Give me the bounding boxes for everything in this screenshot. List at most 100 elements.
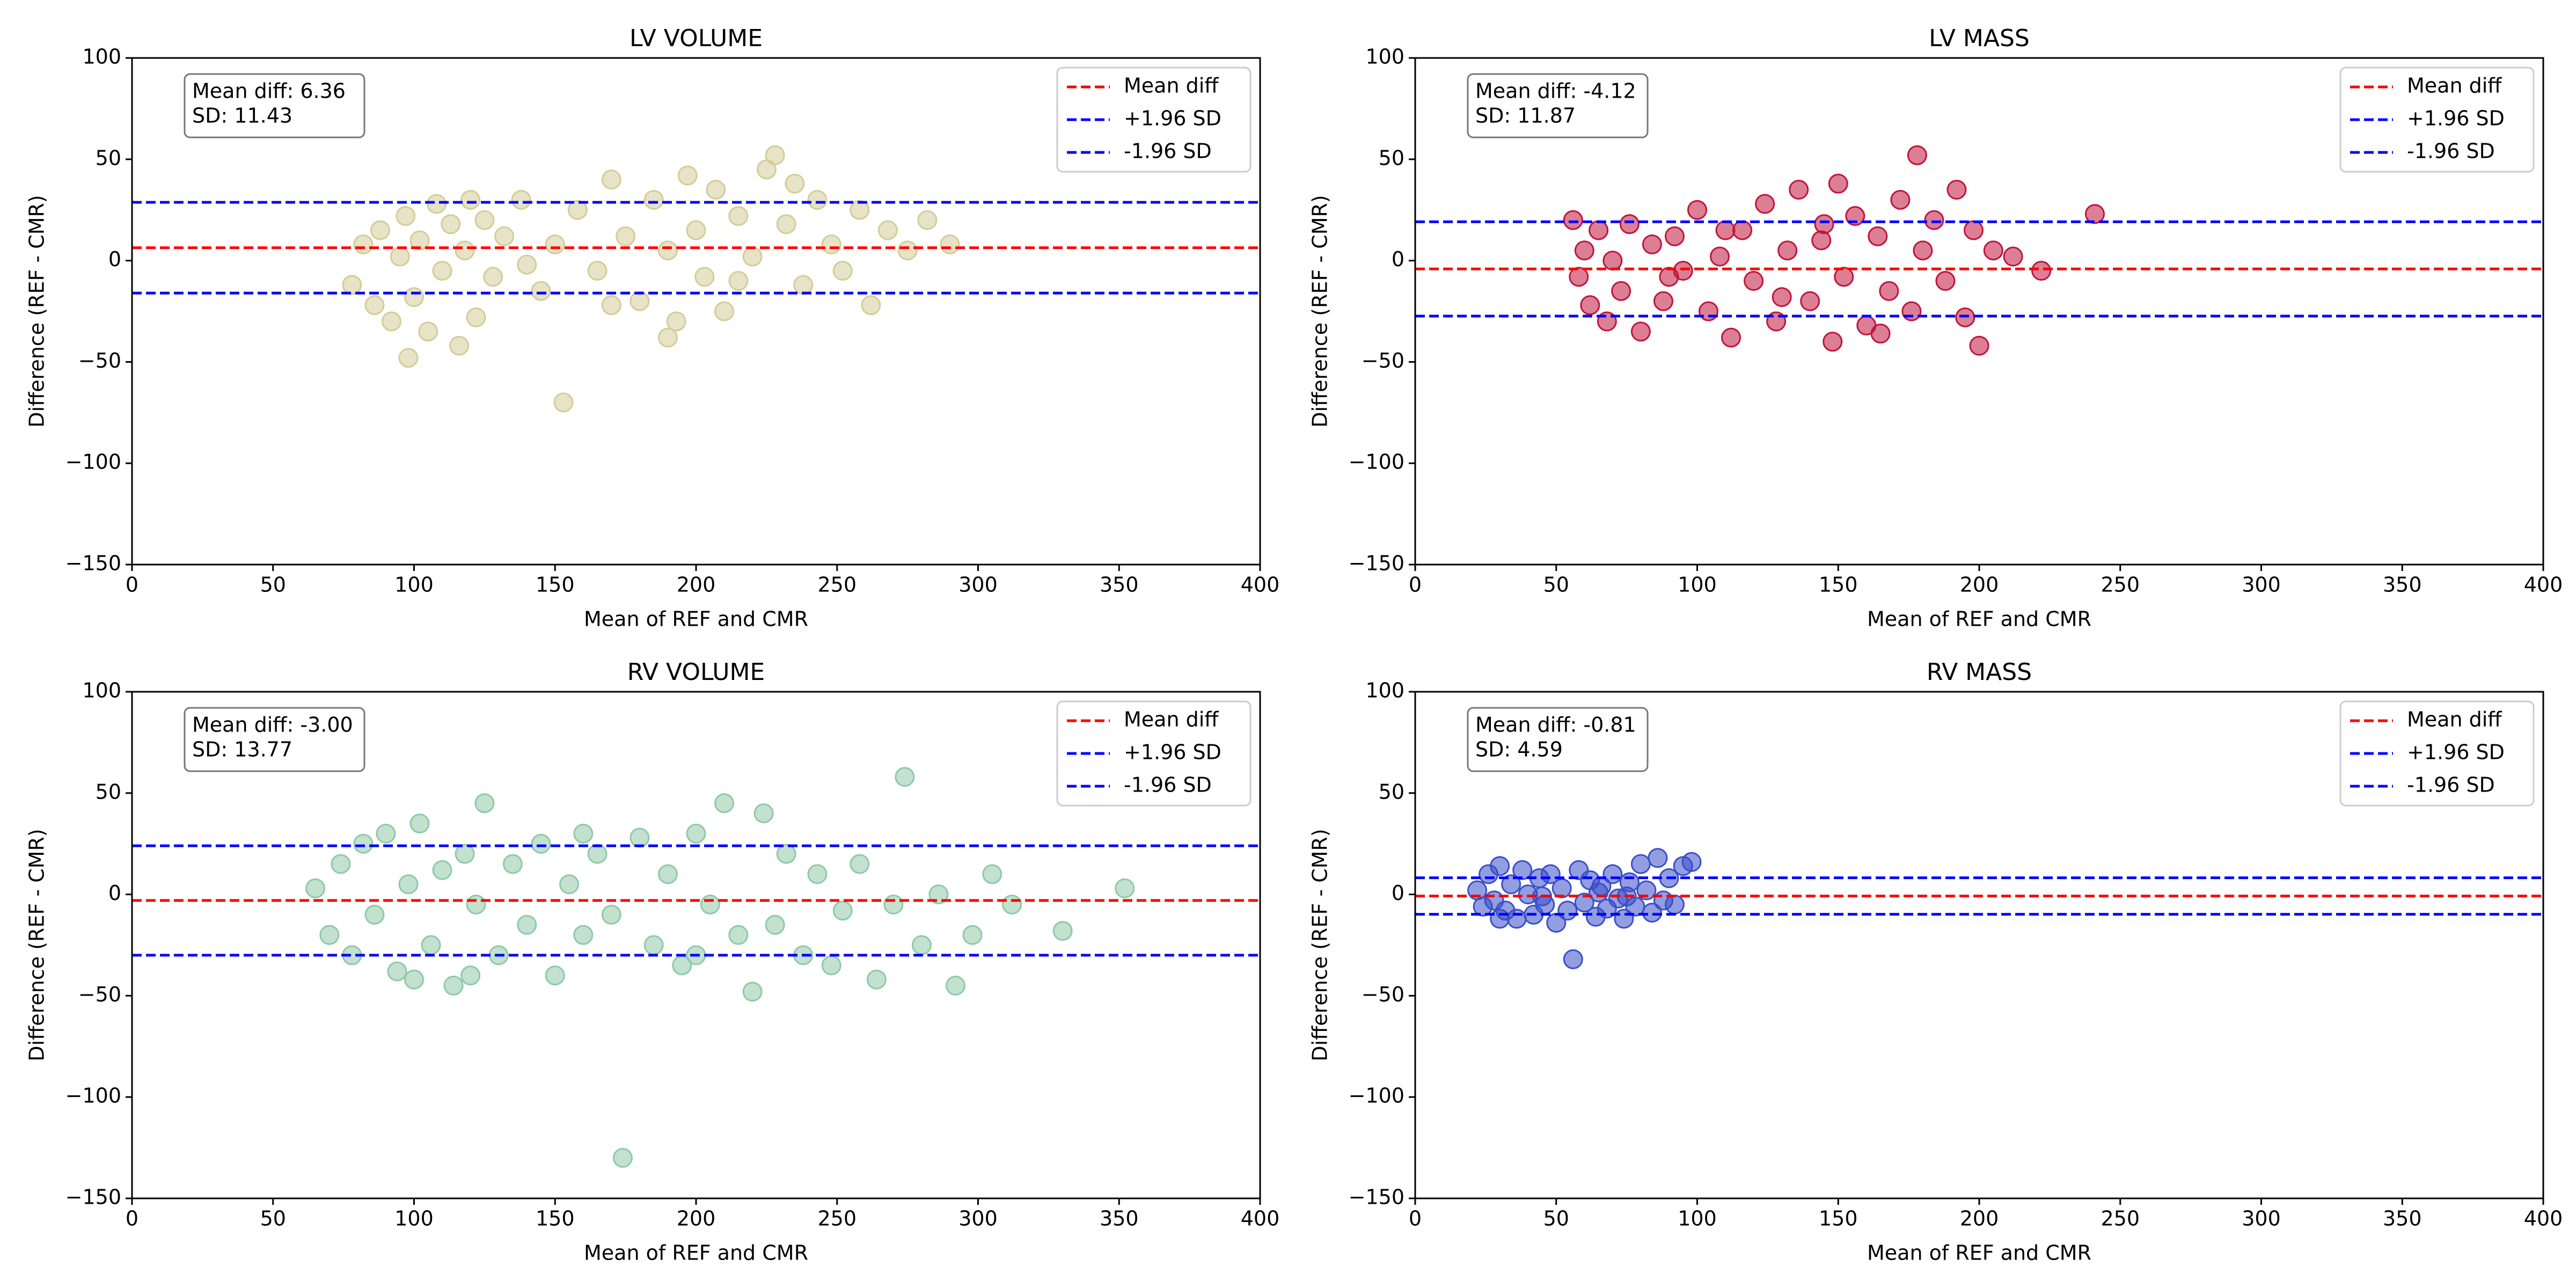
x-tick-label: 350 xyxy=(2383,573,2422,597)
point xyxy=(785,173,805,194)
x-tick-label: 200 xyxy=(1960,1207,1999,1231)
point xyxy=(1664,894,1685,914)
point xyxy=(776,844,796,864)
point xyxy=(1642,234,1662,254)
point xyxy=(1648,848,1668,868)
x-tick-label: 150 xyxy=(536,573,575,597)
point xyxy=(657,864,678,884)
legend-label: +1.96 SD xyxy=(1124,741,1221,764)
point xyxy=(370,220,390,240)
annotation-box xyxy=(184,73,365,138)
point xyxy=(421,935,441,955)
annotation-text: SD: 11.43 xyxy=(192,104,292,128)
point xyxy=(2003,246,2023,267)
legend-label: Mean diff xyxy=(1124,708,1219,731)
x-tick-label: 300 xyxy=(2242,573,2281,597)
y-axis-label: Difference (REF - CMR) xyxy=(25,195,49,428)
point xyxy=(1052,921,1073,941)
point xyxy=(474,210,495,230)
y-tick-label: 0 xyxy=(108,247,121,271)
point xyxy=(1552,878,1572,898)
point xyxy=(807,864,828,884)
point xyxy=(1907,145,1927,165)
point xyxy=(742,982,763,1002)
point xyxy=(387,961,407,982)
point xyxy=(1811,230,1832,251)
x-axis-label: Mean of REF and CMR xyxy=(1867,608,2091,631)
point xyxy=(319,925,340,945)
legend-box xyxy=(1056,700,1252,807)
y-tick-label: −100 xyxy=(1349,1084,1404,1108)
point xyxy=(601,295,621,316)
annotation-text: SD: 13.77 xyxy=(192,738,292,762)
point xyxy=(531,281,551,301)
point xyxy=(1935,270,1956,291)
legend-label: -1.96 SD xyxy=(2407,140,2495,163)
point xyxy=(1490,909,1510,929)
point xyxy=(897,240,918,261)
point xyxy=(455,844,475,864)
y-tick-label: 0 xyxy=(1392,247,1404,271)
legend-box xyxy=(1056,67,1252,173)
point xyxy=(1789,179,1809,200)
y-axis-label: Difference (REF - CMR) xyxy=(25,829,49,1062)
y-tick-label: 50 xyxy=(1379,146,1404,170)
point xyxy=(441,214,461,235)
point xyxy=(1642,903,1662,923)
point xyxy=(1710,246,1730,267)
x-tick-label: 150 xyxy=(1819,573,1858,597)
chart-title: LV VOLUME xyxy=(630,25,763,52)
point xyxy=(821,955,841,976)
point xyxy=(1755,194,1775,214)
point xyxy=(1687,200,1707,220)
legend-label: +1.96 SD xyxy=(2407,107,2505,130)
point xyxy=(1868,226,1888,246)
x-axis-label: Mean of REF and CMR xyxy=(584,1241,808,1265)
point xyxy=(396,206,416,226)
point xyxy=(1490,856,1510,876)
point xyxy=(398,874,419,895)
point xyxy=(850,854,870,874)
point xyxy=(861,295,881,316)
legend-label: -1.96 SD xyxy=(1124,140,1212,163)
point xyxy=(714,793,735,814)
point xyxy=(573,925,594,945)
point xyxy=(1879,281,1899,301)
point xyxy=(928,884,949,905)
y-tick-label: −50 xyxy=(78,349,121,372)
point xyxy=(353,833,374,854)
point xyxy=(460,965,481,986)
point xyxy=(2084,204,2105,224)
point xyxy=(1800,291,1820,311)
point xyxy=(850,200,870,220)
point xyxy=(686,220,706,240)
point xyxy=(466,307,486,327)
point xyxy=(517,254,537,275)
x-tick-label: 200 xyxy=(677,1207,716,1231)
point xyxy=(1630,854,1651,874)
point xyxy=(895,767,915,787)
legend-box xyxy=(2339,67,2535,173)
point xyxy=(877,220,898,240)
point xyxy=(1744,270,1764,291)
x-tick-label: 0 xyxy=(126,1207,138,1231)
point xyxy=(982,864,1002,884)
x-tick-label: 100 xyxy=(394,1207,434,1231)
point xyxy=(1699,301,1719,321)
y-tick-label: −150 xyxy=(65,552,121,575)
point xyxy=(1589,882,1609,903)
x-tick-label: 250 xyxy=(817,573,857,597)
y-tick-label: −50 xyxy=(1362,983,1404,1006)
x-tick-label: 400 xyxy=(2524,573,2563,597)
legend-box xyxy=(2339,700,2535,807)
annotation-text: Mean diff: 6.36 xyxy=(192,79,346,103)
point xyxy=(1563,949,1583,969)
x-tick-label: 0 xyxy=(126,573,138,597)
annotation-box xyxy=(1467,707,1649,772)
x-tick-label: 250 xyxy=(2101,1207,2140,1231)
point xyxy=(630,291,650,311)
chart-title: RV MASS xyxy=(1927,658,2032,686)
point xyxy=(694,267,715,287)
point xyxy=(1963,220,1984,240)
point xyxy=(567,200,588,220)
